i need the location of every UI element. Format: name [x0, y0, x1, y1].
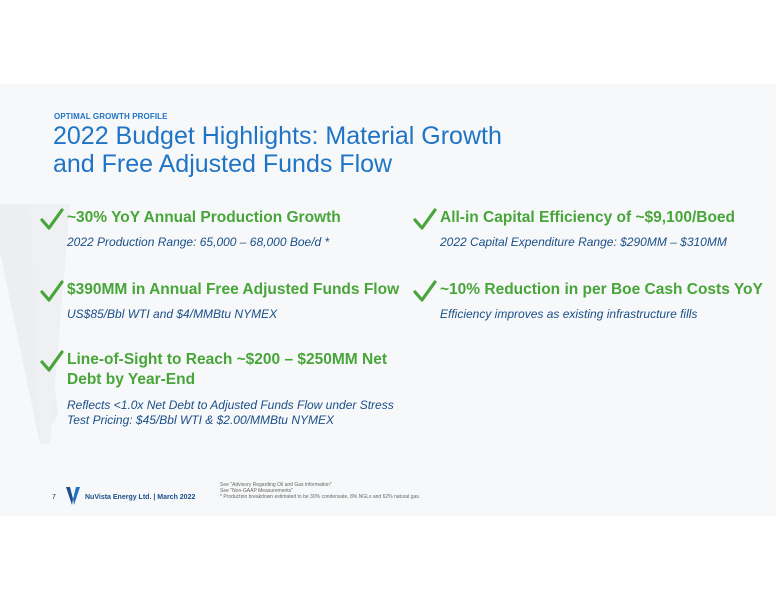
checkmark-icon — [40, 280, 64, 302]
highlight-headline: ~30% YoY Annual Production Growth — [67, 209, 341, 226]
highlight-detail: 2022 Production Range: 65,000 – 68,000 B… — [67, 235, 330, 249]
section-eyebrow: OPTIMAL GROWTH PROFILE — [54, 112, 168, 121]
checkmark-icon — [40, 350, 64, 372]
nuvista-logo-icon — [66, 487, 80, 505]
slide-background — [0, 84, 776, 516]
watermark-logo-icon — [0, 204, 70, 444]
highlight-headline: All-in Capital Efficiency of ~$9,100/Boe… — [440, 209, 736, 226]
page-title-line-2: and Free Adjusted Funds Flow — [53, 150, 393, 178]
highlight-headline: $390MM in Annual Free Adjusted Funds Flo… — [67, 281, 400, 298]
page-number: 7 — [52, 494, 56, 501]
highlight-detail: Efficiency improves as existing infrastr… — [440, 307, 698, 321]
highlight-headline: ~10% Reduction in per Boe Cash Costs YoY — [440, 281, 763, 298]
highlight-detail: US$85/Bbl WTI and $4/MMBtu NYMEX — [67, 307, 278, 321]
footer-notes: See "Advisory Regarding Oil and Gas Info… — [220, 482, 420, 500]
checkmark-icon — [40, 208, 64, 230]
checkmark-icon — [413, 280, 437, 302]
page-title: 2022 Budget Highlights: Material Growth … — [53, 122, 613, 178]
checkmark-icon — [413, 208, 437, 230]
footer-note: * Production breakdown estimated to be 3… — [220, 494, 421, 500]
highlight-detail: Reflects <1.0x Net Debt to Adjusted Fund… — [67, 398, 394, 427]
page-title-line-1: 2022 Budget Highlights: Material Growth — [53, 122, 502, 150]
footer-note: See "Advisory Regarding Oil and Gas Info… — [220, 482, 332, 488]
highlight-headline: Line-of-Sight to Reach ~$200 – $250MM Ne… — [67, 351, 387, 388]
footer-company: NuVista Energy Ltd. | March 2022 — [85, 494, 196, 501]
footer-note: See "Non-GAAP Measurements" — [220, 488, 293, 494]
highlight-detail: 2022 Capital Expenditure Range: $290MM –… — [440, 235, 727, 249]
